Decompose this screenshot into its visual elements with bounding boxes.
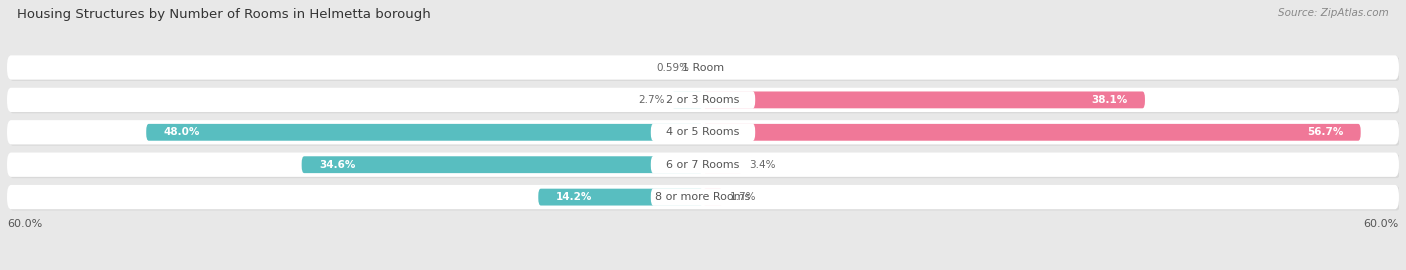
FancyBboxPatch shape: [703, 124, 1361, 141]
FancyBboxPatch shape: [703, 189, 723, 205]
FancyBboxPatch shape: [302, 156, 703, 173]
FancyBboxPatch shape: [146, 124, 703, 141]
Text: 2.7%: 2.7%: [638, 95, 665, 105]
FancyBboxPatch shape: [651, 124, 755, 141]
Text: Housing Structures by Number of Rooms in Helmetta borough: Housing Structures by Number of Rooms in…: [17, 8, 430, 21]
FancyBboxPatch shape: [8, 186, 1400, 211]
Text: 14.2%: 14.2%: [555, 192, 592, 202]
FancyBboxPatch shape: [651, 59, 755, 76]
Text: 1 Room: 1 Room: [682, 62, 724, 73]
FancyBboxPatch shape: [7, 120, 1399, 144]
FancyBboxPatch shape: [651, 156, 755, 173]
FancyBboxPatch shape: [8, 154, 1400, 178]
Text: 3.4%: 3.4%: [749, 160, 776, 170]
Text: 6 or 7 Rooms: 6 or 7 Rooms: [666, 160, 740, 170]
Text: Source: ZipAtlas.com: Source: ZipAtlas.com: [1278, 8, 1389, 18]
FancyBboxPatch shape: [672, 92, 703, 108]
Text: 8 or more Rooms: 8 or more Rooms: [655, 192, 751, 202]
FancyBboxPatch shape: [7, 55, 1399, 80]
Text: 48.0%: 48.0%: [163, 127, 200, 137]
FancyBboxPatch shape: [8, 122, 1400, 146]
FancyBboxPatch shape: [7, 185, 1399, 209]
FancyBboxPatch shape: [703, 92, 1144, 108]
FancyBboxPatch shape: [651, 91, 755, 109]
Text: 4 or 5 Rooms: 4 or 5 Rooms: [666, 127, 740, 137]
Text: 60.0%: 60.0%: [7, 219, 42, 229]
FancyBboxPatch shape: [7, 153, 1399, 177]
Text: 0.59%: 0.59%: [657, 62, 689, 73]
FancyBboxPatch shape: [696, 59, 703, 76]
Text: 2 or 3 Rooms: 2 or 3 Rooms: [666, 95, 740, 105]
Text: 38.1%: 38.1%: [1091, 95, 1128, 105]
FancyBboxPatch shape: [538, 189, 703, 205]
FancyBboxPatch shape: [651, 188, 755, 206]
FancyBboxPatch shape: [7, 88, 1399, 112]
Text: 34.6%: 34.6%: [319, 160, 356, 170]
Text: 1.7%: 1.7%: [730, 192, 756, 202]
Text: 60.0%: 60.0%: [1364, 219, 1399, 229]
Text: 56.7%: 56.7%: [1308, 127, 1343, 137]
FancyBboxPatch shape: [8, 57, 1400, 81]
FancyBboxPatch shape: [8, 89, 1400, 113]
FancyBboxPatch shape: [703, 156, 742, 173]
